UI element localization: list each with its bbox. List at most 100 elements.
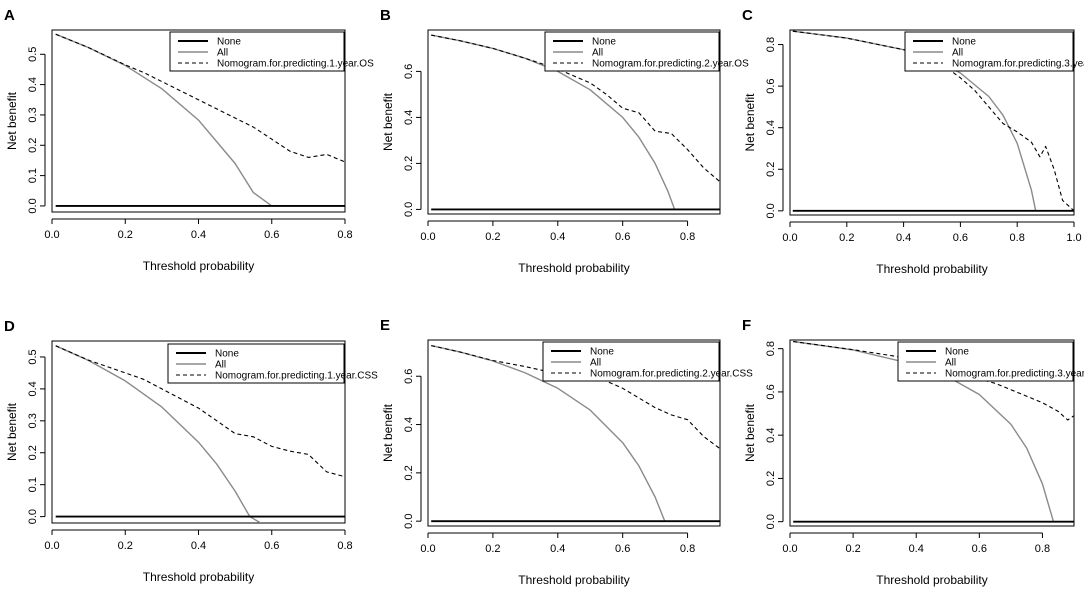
x-axis-title: Threshold probability (143, 259, 254, 273)
y-tick-label: 0.1 (27, 477, 39, 492)
x-tick-label: 0.8 (1010, 232, 1025, 244)
chart-panel-c: C 0.0 0.2 0.4 0.6 0.8 1.0 0.0 0.2 0.4 0.6 0.8 Thresh… (742, 7, 1084, 276)
y-tick-label: 0.5 (27, 349, 39, 364)
x-tick-label: 0.4 (896, 232, 911, 244)
series-line-all (793, 340, 1055, 522)
y-tick-label: 0.4 (403, 417, 415, 432)
y-axis-title: Net benefit (5, 91, 19, 150)
x-tick-label: 0.2 (118, 540, 133, 552)
y-tick-label: 0.3 (27, 413, 39, 428)
plot-frame (789, 29, 1075, 216)
y-axis-title: Net benefit (743, 403, 757, 462)
legend-label: All (590, 358, 601, 369)
x-axis-title: Threshold probability (518, 261, 629, 275)
x-axis-title: Threshold probability (518, 573, 629, 587)
y-tick-label: 0.3 (27, 107, 39, 122)
y-tick-label: 0.0 (765, 514, 777, 529)
y-tick-label: 0.0 (403, 514, 415, 529)
x-tick-label: 0.2 (839, 232, 854, 244)
panel-label: F (742, 317, 751, 334)
legend-label: Nomogram.for.predicting.2.year.CSS (590, 369, 753, 380)
x-tick-label: 0.4 (191, 540, 206, 552)
chart-panel-a: A 0.0 0.2 0.4 0.6 0.8 0.0 0.1 0.2 0.3 0.4 0.5 Thresh… (4, 7, 374, 273)
x-tick-label: 0.0 (44, 229, 59, 241)
series-line-nomogram (431, 34, 720, 183)
legend-label: None (945, 347, 969, 358)
legend-label: Nomogram.for.predicting.1.year.CSS (215, 371, 378, 382)
x-tick-label: 0.8 (1035, 543, 1050, 555)
x-tick-label: 0.2 (118, 229, 133, 241)
x-axis-title: Threshold probability (876, 262, 987, 276)
y-tick-label: 0.0 (27, 509, 39, 524)
chart-panel-d: D 0.0 0.2 0.4 0.6 0.8 0.0 0.1 0.2 0.3 0.4 0.5 Thresh… (4, 318, 378, 584)
series-line-all (55, 345, 262, 523)
y-tick-label: 0.0 (403, 202, 415, 217)
x-tick-label: 0.0 (782, 543, 797, 555)
series-line-nomogram (793, 340, 1074, 421)
chart-panel-e: E 0.0 0.2 0.4 0.6 0.8 0.0 0.2 0.4 0.6 Threshold pr… (380, 317, 753, 587)
x-axis-title: Threshold probability (143, 570, 254, 584)
legend-label: Nomogram.for.predicting.2.year.OS (592, 59, 749, 70)
x-tick-label: 0.6 (615, 543, 630, 555)
legend-label: None (592, 37, 616, 48)
x-tick-label: 0.8 (680, 543, 695, 555)
y-axis-title: Net benefit (381, 403, 395, 462)
panel-label: B (380, 7, 391, 24)
y-tick-label: 0.4 (27, 77, 39, 92)
y-tick-label: 0.4 (765, 428, 777, 443)
y-tick-label: 0.4 (27, 381, 39, 396)
panel-label: E (380, 317, 390, 334)
y-tick-label: 0.1 (27, 168, 39, 183)
y-tick-label: 0.6 (403, 369, 415, 384)
y-tick-label: 0.8 (765, 341, 777, 356)
y-tick-label: 0.2 (403, 156, 415, 171)
y-tick-label: 0.6 (403, 64, 415, 79)
x-tick-label: 0.6 (953, 232, 968, 244)
x-tick-label: 0.6 (264, 229, 279, 241)
y-tick-label: 0.6 (765, 78, 777, 93)
y-tick-label: 0.0 (27, 198, 39, 213)
x-tick-label: 0.4 (550, 543, 565, 555)
y-tick-label: 0.4 (765, 120, 777, 135)
legend-label: Nomogram.for.predicting.1.year.OS (217, 59, 374, 70)
y-axis-title: Net benefit (743, 93, 757, 152)
legend-label: None (952, 37, 976, 48)
y-tick-label: 0.2 (27, 445, 39, 460)
y-tick-label: 0.4 (403, 110, 415, 125)
y-tick-label: 0.5 (27, 47, 39, 62)
panel-label: A (4, 7, 15, 24)
legend-label: None (215, 349, 239, 360)
y-tick-label: 0.0 (765, 203, 777, 218)
x-axis-title: Threshold probability (876, 573, 987, 587)
legend-label: All (592, 48, 603, 59)
legend-label: All (952, 48, 963, 59)
plot-frame (427, 339, 721, 527)
x-tick-label: 0.6 (972, 543, 987, 555)
chart-panel-f: F 0.0 0.2 0.4 0.6 0.8 0.0 0.2 0.4 0.6 0.8 Threshold… (742, 317, 1084, 587)
x-tick-label: 0.6 (264, 540, 279, 552)
legend: NoneAllNomogram.for.predicting.1.year.CS… (167, 343, 378, 384)
x-tick-label: 0.4 (909, 543, 924, 555)
x-tick-label: 0.4 (191, 229, 206, 241)
x-tick-label: 0.2 (845, 543, 860, 555)
series-line-nomogram (55, 33, 345, 163)
legend: NoneAllNomogram.for.predicting.3.year.CS… (897, 341, 1084, 382)
x-tick-label: 0.8 (680, 231, 695, 243)
x-tick-label: 0.8 (337, 229, 352, 241)
legend-label: All (945, 358, 956, 369)
x-tick-label: 0.6 (615, 231, 630, 243)
y-tick-label: 0.2 (27, 138, 39, 153)
x-tick-label: 0.2 (485, 231, 500, 243)
x-tick-label: 0.0 (44, 540, 59, 552)
chart-panel-b: B 0.0 0.2 0.4 0.6 0.8 0.0 0.2 0.4 0.6 Threshold pr… (380, 7, 749, 275)
legend-label: All (217, 48, 228, 59)
series-line-all (792, 30, 1037, 211)
plot-frame (51, 29, 346, 213)
plot-frame (51, 340, 346, 524)
y-axis-title: Net benefit (381, 92, 395, 151)
x-tick-label: 0.8 (337, 540, 352, 552)
legend-label: None (217, 37, 241, 48)
